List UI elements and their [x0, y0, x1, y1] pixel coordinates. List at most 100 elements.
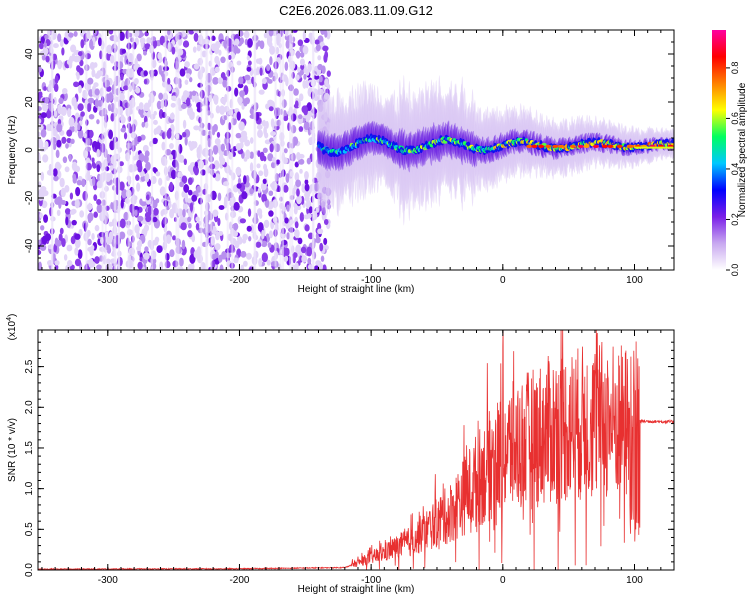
- spectrogram-cell: [247, 60, 252, 66]
- spectrogram-cell: [297, 39, 304, 47]
- spectrogram-cell: [235, 132, 242, 139]
- spectrogram-cell: [123, 211, 129, 221]
- snr-x-label: Height of straight line (km): [298, 584, 415, 595]
- spectrogram-cell: [299, 168, 303, 174]
- spectrogram-cell: [146, 37, 152, 45]
- spectrogram-cell: [185, 97, 191, 107]
- spectrogram-cell: [240, 130, 248, 138]
- spectrogram-cell: [77, 122, 81, 131]
- spectrogram-cell: [136, 136, 142, 143]
- spectrogram-cell: [192, 141, 198, 149]
- spectrogram-cell: [152, 138, 158, 145]
- spectrogram-cell: [299, 58, 305, 66]
- spectrogram-x-tick-label: 0: [500, 275, 506, 286]
- spectrogram-cell: [261, 77, 267, 85]
- spectrogram-cell: [308, 137, 313, 145]
- spectrogram-cell: [57, 104, 62, 115]
- colorbar-tick-label: 0.0: [730, 264, 740, 277]
- spectrogram-x-tick-label: 100: [626, 275, 643, 286]
- spectrogram-cell: [302, 79, 307, 89]
- spectrogram-cell: [107, 104, 112, 112]
- spectrogram-cell: [184, 136, 188, 146]
- spectrogram-y-tick-label: 0: [24, 147, 35, 153]
- spectrogram-cell: [62, 156, 68, 164]
- spectrogram-cell: [616, 144, 623, 148]
- spectrogram-cell: [153, 110, 157, 116]
- spectrogram-cell: [235, 48, 241, 54]
- colorbar: 0.0 0.2 0.4 0.6 0.8 Normalized spectral ampl…: [712, 30, 748, 276]
- spectrogram-cell: [165, 234, 172, 244]
- spectrogram-streak: [274, 30, 277, 270]
- spectrogram-cell: [87, 97, 95, 104]
- spectrogram-cell: [298, 126, 304, 132]
- spectrogram-streak: [127, 30, 130, 270]
- spectrogram-cell: [136, 159, 142, 169]
- spectrogram-cell: [120, 198, 124, 209]
- spectrogram-cell: [57, 33, 62, 43]
- spectrogram-cell: [71, 96, 77, 107]
- spectrogram-cell: [220, 143, 226, 152]
- spectrogram-cell: [40, 225, 45, 231]
- spectrogram-marks: [38, 30, 674, 270]
- spectrogram-cell: [284, 61, 289, 71]
- spectrogram-cell: [222, 79, 228, 88]
- spectrogram-cell: [189, 202, 194, 212]
- spectrogram-cell: [299, 212, 305, 222]
- spectrogram-cell: [87, 77, 94, 85]
- spectrogram-cell: [238, 76, 244, 85]
- spectrogram-cell: [77, 55, 81, 63]
- spectrogram-cell: [40, 128, 47, 138]
- spectrogram-cell: [223, 198, 228, 209]
- spectrogram-cell: [262, 178, 267, 185]
- spectrogram-cell: [212, 77, 219, 85]
- spectrogram-cell: [66, 107, 72, 118]
- spectrogram-cell: [134, 209, 138, 217]
- spectrogram-cell: [222, 76, 228, 82]
- spectrogram-cell: [74, 238, 81, 249]
- spectrogram-cell: [94, 98, 99, 109]
- spectrogram-cell: [134, 86, 141, 94]
- spectrogram-cell: [244, 139, 251, 147]
- spectrogram-x-ticks: -300 -200 -100 0 100: [41, 30, 675, 286]
- spectrogram-cell: [187, 230, 193, 238]
- spectrogram-cell: [583, 144, 590, 148]
- colorbar-tick-label: 0.8: [730, 62, 740, 75]
- spectrogram-cell: [262, 147, 268, 154]
- spectrogram-cell: [56, 123, 63, 133]
- spectrogram-cell: [161, 141, 166, 151]
- spectrogram-cell: [165, 84, 172, 92]
- spectrogram-cell: [256, 124, 263, 130]
- spectrogram-cell: [211, 43, 217, 52]
- spectrogram-cell: [261, 120, 267, 127]
- spectrogram-cell: [249, 187, 254, 195]
- spectrogram-cell: [526, 144, 533, 148]
- spectrogram-cell: [313, 95, 319, 101]
- spectrogram-cell: [47, 83, 53, 93]
- spectrogram-cell: [181, 175, 188, 184]
- snr-series-line: [38, 330, 674, 570]
- spectrogram-cell: [42, 154, 49, 163]
- spectrogram-cell: [66, 244, 73, 252]
- spectrogram-cell: [96, 264, 102, 270]
- spectrogram-cell: [93, 82, 99, 88]
- spectrogram-cell: [246, 66, 252, 72]
- spectrogram-cell: [257, 129, 263, 139]
- spectrogram-cell: [219, 105, 226, 115]
- spectrogram-cell: [245, 187, 251, 194]
- spectrogram-y-tick-label: -40: [24, 238, 35, 253]
- spectrogram-cell: [86, 229, 91, 237]
- spectrogram-cell: [317, 55, 322, 61]
- spectrogram-cell: [214, 66, 220, 73]
- spectrogram-cell: [244, 74, 251, 81]
- spectrogram-x-tick-label: -200: [229, 275, 249, 286]
- spectrogram-cell: [286, 232, 290, 240]
- spectrogram-cell: [119, 93, 125, 102]
- spectrogram-cell: [552, 144, 559, 148]
- spectrogram-cell: [93, 30, 98, 36]
- spectrogram-cell: [144, 121, 149, 129]
- spectrogram-cell: [143, 50, 147, 56]
- spectrogram-cell: [592, 144, 599, 148]
- spectrogram-cell: [119, 218, 126, 229]
- spectrogram-cell: [324, 78, 329, 87]
- spectrogram-cell: [189, 143, 194, 151]
